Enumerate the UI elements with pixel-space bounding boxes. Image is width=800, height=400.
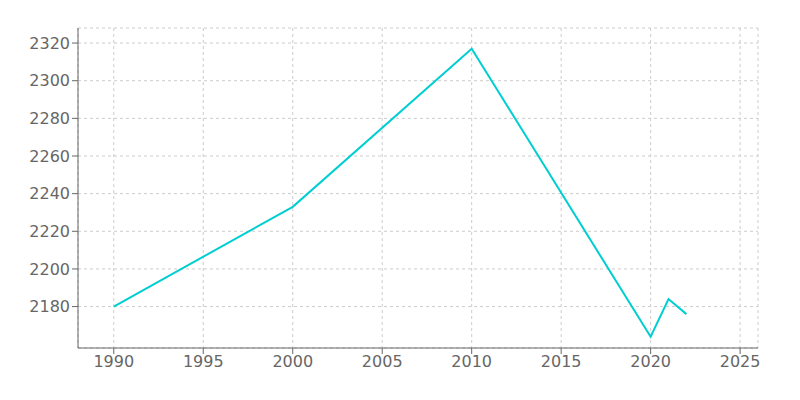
svg-text:2005: 2005 (362, 352, 403, 371)
svg-text:2320: 2320 (29, 34, 70, 53)
svg-text:1990: 1990 (93, 352, 134, 371)
svg-text:2015: 2015 (541, 352, 582, 371)
svg-text:2280: 2280 (29, 109, 70, 128)
svg-text:2025: 2025 (720, 352, 761, 371)
svg-text:2010: 2010 (451, 352, 492, 371)
svg-text:2200: 2200 (29, 260, 70, 279)
svg-text:2240: 2240 (29, 184, 70, 203)
svg-text:2020: 2020 (630, 352, 671, 371)
svg-text:2300: 2300 (29, 71, 70, 90)
svg-text:2000: 2000 (272, 352, 313, 371)
svg-text:2260: 2260 (29, 147, 70, 166)
svg-text:2180: 2180 (29, 297, 70, 316)
svg-text:1995: 1995 (183, 352, 224, 371)
svg-text:2220: 2220 (29, 222, 70, 241)
